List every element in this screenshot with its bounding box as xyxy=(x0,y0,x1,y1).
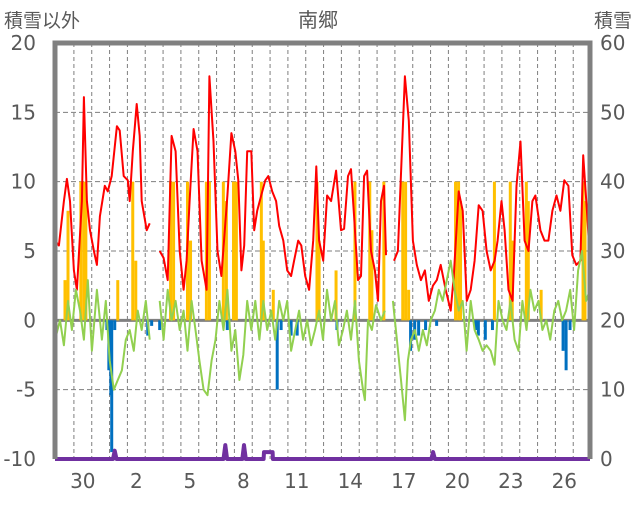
orange-bar xyxy=(457,181,461,321)
left-axis-label: 積雪以外 xyxy=(4,10,80,32)
orange-bar xyxy=(259,181,263,321)
orange-bar xyxy=(66,210,70,321)
orange-bar xyxy=(583,201,587,321)
orange-bar xyxy=(234,181,238,321)
blue-bar xyxy=(417,320,421,336)
blue-bar xyxy=(476,320,480,336)
blue-bar xyxy=(110,320,114,453)
x-tick-label: 23 xyxy=(498,469,523,493)
orange-bar xyxy=(116,280,120,321)
x-tick-label: 20 xyxy=(445,469,470,493)
blue-bar xyxy=(435,320,439,326)
blue-bar xyxy=(279,320,283,331)
x-tick-label: 5 xyxy=(183,469,196,493)
blue-bar xyxy=(424,320,428,331)
orange-bar xyxy=(207,181,211,321)
right-tick-label: 50 xyxy=(600,100,625,124)
red-line xyxy=(54,75,591,312)
orange-bar xyxy=(510,240,514,321)
right-axis-label: 積雪 xyxy=(594,10,632,32)
orange-bar xyxy=(382,181,386,321)
blue-bar xyxy=(564,320,568,371)
blue-bar xyxy=(483,320,487,340)
orange-bar xyxy=(261,240,265,321)
orange-bar xyxy=(407,289,411,321)
x-tick-label: 11 xyxy=(284,469,309,493)
x-tick-label: 26 xyxy=(552,469,577,493)
lines xyxy=(54,75,591,461)
orange-bar xyxy=(526,201,530,321)
orange-bar xyxy=(368,181,372,321)
blue-bar xyxy=(409,320,413,351)
purple-snow-line xyxy=(55,443,590,461)
orange-bar xyxy=(315,181,319,321)
left-tick-label: -10 xyxy=(3,447,36,471)
green-line xyxy=(54,250,591,422)
x-tick-label: 2 xyxy=(130,469,143,493)
x-tick-label: 30 xyxy=(70,469,95,493)
left-tick-label: 0 xyxy=(23,308,36,332)
orange-bar xyxy=(524,181,528,321)
orange-bar xyxy=(131,181,135,321)
orange-bar xyxy=(581,181,585,321)
orange-bar xyxy=(232,181,236,321)
orange-bar xyxy=(401,181,405,321)
blue-bar xyxy=(474,320,478,331)
x-tick-label: 17 xyxy=(391,469,416,493)
x-tick-label: 8 xyxy=(237,469,250,493)
x-tick-label: 14 xyxy=(338,469,363,493)
orange-bar xyxy=(404,181,408,321)
blue-bar xyxy=(275,320,279,390)
right-tick-label: 10 xyxy=(600,378,625,402)
plot-frame xyxy=(52,40,593,459)
right-tick-label: 20 xyxy=(600,308,625,332)
blue-bar xyxy=(225,320,229,331)
orange-bar xyxy=(334,270,338,321)
blue-bar xyxy=(490,320,494,331)
right-tick-label: 30 xyxy=(600,239,625,263)
blue-bar xyxy=(561,320,565,351)
left-tick-label: 10 xyxy=(11,170,36,194)
blue-bar xyxy=(150,320,154,326)
orange-bar xyxy=(79,181,83,321)
orange-bar xyxy=(134,260,138,321)
right-tick-label: 60 xyxy=(600,31,625,55)
orange-bar xyxy=(370,230,374,321)
orange-bar xyxy=(82,181,86,321)
orange-bar xyxy=(224,201,228,321)
orange-bar xyxy=(63,280,67,321)
orange-bar xyxy=(353,181,357,321)
blue-bar xyxy=(568,320,572,331)
right-tick-label: 40 xyxy=(600,170,625,194)
blue-bar xyxy=(113,320,117,331)
orange-bar xyxy=(189,240,193,321)
orange-bar xyxy=(539,289,543,321)
chart-title: 南郷 xyxy=(298,8,338,32)
orange-bar xyxy=(84,181,88,321)
left-tick-label: -5 xyxy=(16,378,36,402)
right-tick-label: 0 xyxy=(600,447,613,471)
orange-bar xyxy=(492,181,496,321)
orange-bar xyxy=(508,181,512,321)
left-tick-label: 20 xyxy=(11,31,36,55)
left-tick-label: 15 xyxy=(11,100,36,124)
orange-bar xyxy=(317,240,321,321)
orange-bar xyxy=(169,181,173,321)
left-tick-label: 5 xyxy=(23,239,36,263)
orange-bar xyxy=(172,181,176,321)
blue-bar xyxy=(295,320,299,336)
labels: 南郷 積雪以外 積雪 -10 -5 0 5 10 15 20 0 10 20 30 40 50 60 30 2… xyxy=(3,8,632,493)
blue-bar xyxy=(158,320,162,331)
grid xyxy=(55,43,590,459)
orange-bar xyxy=(459,201,463,321)
blue-bar xyxy=(289,320,293,336)
orange-bar xyxy=(271,289,275,321)
frame xyxy=(52,40,593,459)
